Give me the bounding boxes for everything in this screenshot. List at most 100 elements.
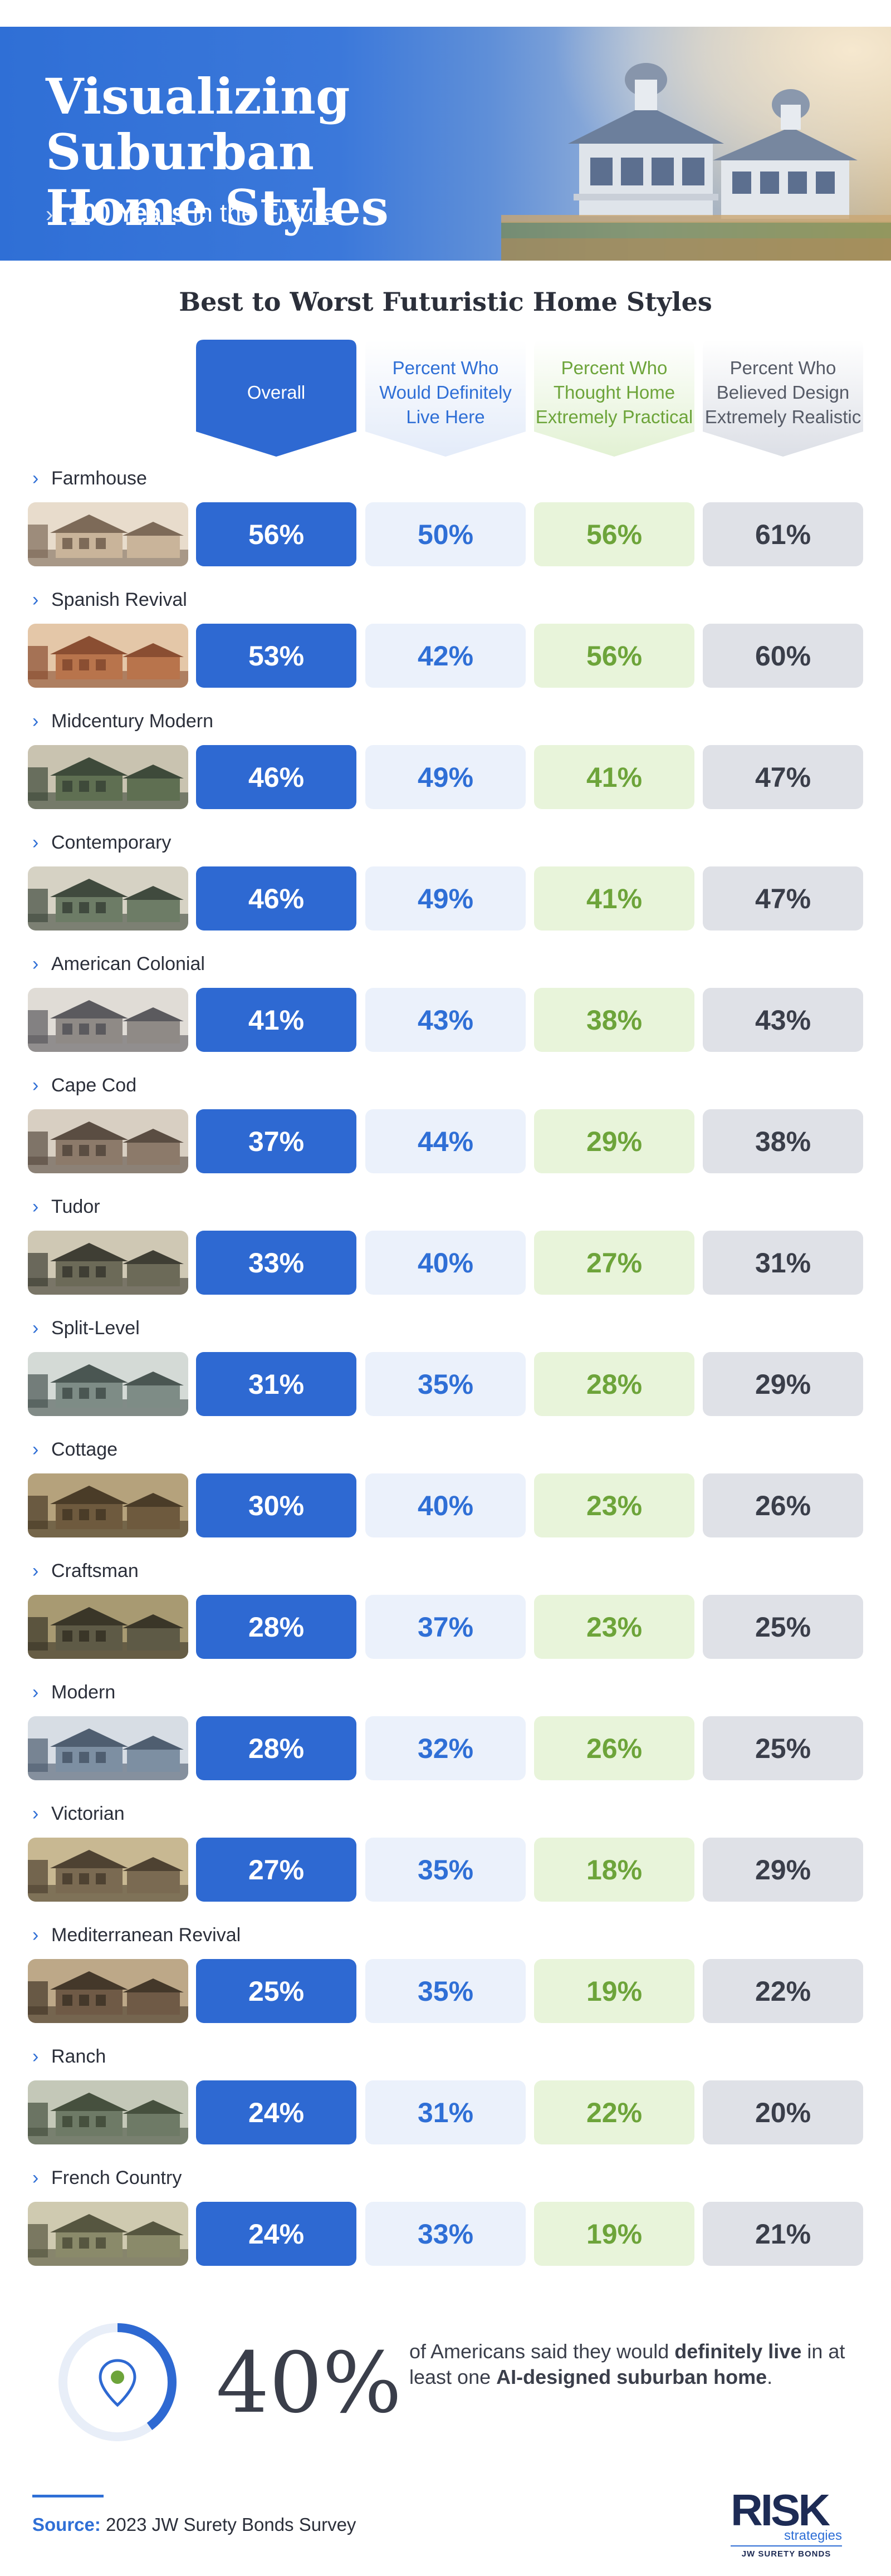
source-text: 2023 JW Surety Bonds Survey — [106, 2514, 356, 2535]
table-row: › Farmhouse 56% 50% 56% 61% — [0, 457, 891, 578]
row-label-text: American Colonial — [51, 953, 205, 974]
table-row: › Spanish Revival 53% 42% 56% 60% — [0, 578, 891, 699]
table-row: › Ranch 24% 31% 22% 20% — [0, 2035, 891, 2156]
live-cell: 49% — [365, 866, 526, 931]
table-row: › Cape Cod 37% 44% 29% 38% — [0, 1064, 891, 1185]
title-line-2: Home Styles — [46, 179, 389, 237]
row-label-text: Midcentury Modern — [51, 711, 214, 732]
row-label: › Midcentury Modern — [32, 711, 213, 732]
practical-cell: 27% — [534, 1231, 694, 1295]
row-label-text: Tudor — [51, 1196, 100, 1217]
live-cell: 32% — [365, 1716, 526, 1780]
row-label: › Farmhouse — [32, 468, 147, 489]
column-header-shape — [196, 340, 356, 457]
house-thumbnail — [28, 1838, 188, 1902]
logo-subtitle: JW SURETY BONDS — [741, 2549, 831, 2559]
row-label-text: Craftsman — [51, 1560, 139, 1581]
chevron-right-icon: › — [32, 1439, 39, 1460]
row-label: › Mediterranean Revival — [32, 1924, 241, 1946]
house-thumbnail — [28, 502, 188, 566]
table-row: › Victorian 27% 35% 18% 29% — [0, 1792, 891, 1913]
house-thumbnail — [28, 1352, 188, 1416]
chart-title: Best to Worst Futuristic Home Styles — [179, 287, 712, 317]
row-label: › Contemporary — [32, 832, 171, 854]
realistic-cell: 25% — [703, 1595, 863, 1659]
chevron-right-icon: › — [32, 1196, 39, 1217]
practical-cell: 19% — [534, 1959, 694, 2023]
overall-cell: 24% — [196, 2202, 356, 2266]
row-label: › Ranch — [32, 2046, 106, 2068]
house-thumbnail — [28, 745, 188, 809]
overall-cell: 33% — [196, 1231, 356, 1295]
stat-text-mid: in at least one — [409, 2340, 845, 2388]
stat-text-bold-1: definitely live — [674, 2340, 802, 2363]
source-divider — [32, 2495, 104, 2497]
row-label: › Victorian — [32, 1803, 125, 1825]
chevron-right-icon: › — [32, 589, 39, 610]
column-header-shape — [534, 340, 694, 457]
row-label-text: Mediterranean Revival — [51, 1924, 241, 1946]
overall-cell: 41% — [196, 988, 356, 1052]
column-header-shape — [365, 340, 526, 457]
live-cell: 44% — [365, 1109, 526, 1173]
hero-banner: Visualizing Suburban Home Styles › 100 Ye… — [0, 27, 891, 261]
chevron-right-icon: › — [32, 1682, 39, 1703]
chevron-right-icon: › — [32, 832, 39, 853]
realistic-cell: 21% — [703, 2202, 863, 2266]
realistic-cell: 38% — [703, 1109, 863, 1173]
row-label: › Modern — [32, 1682, 115, 1703]
overall-cell: 24% — [196, 2080, 356, 2144]
logo-strategies: strategies — [784, 2528, 842, 2543]
stat-text-end: . — [767, 2366, 773, 2388]
row-label: › Craftsman — [32, 1560, 139, 1582]
chevron-right-icon: › — [32, 2046, 39, 2067]
row-label: › Cape Cod — [32, 1075, 136, 1096]
house-thumbnail — [28, 1959, 188, 2023]
live-cell: 50% — [365, 502, 526, 566]
row-label: › American Colonial — [32, 953, 205, 975]
chevron-right-icon: › — [46, 202, 53, 227]
house-thumbnail — [28, 2202, 188, 2266]
row-label-text: Cape Cod — [51, 1075, 137, 1096]
brand-logo: RISK strategies JW SURETY BONDS — [731, 2488, 848, 2560]
overall-cell: 53% — [196, 624, 356, 688]
row-label-text: French Country — [51, 2167, 182, 2188]
house-thumbnail — [28, 1231, 188, 1295]
table-row: › French Country 24% 33% 19% 21% — [0, 2156, 891, 2278]
practical-cell: 28% — [534, 1352, 694, 1416]
realistic-cell: 43% — [703, 988, 863, 1052]
overall-cell: 31% — [196, 1352, 356, 1416]
stat-description: of Americans said they would definitely … — [409, 2339, 855, 2390]
overall-cell: 46% — [196, 745, 356, 809]
overall-cell: 30% — [196, 1473, 356, 1537]
live-cell: 40% — [365, 1473, 526, 1537]
live-cell: 35% — [365, 1838, 526, 1902]
chevron-right-icon: › — [32, 1075, 39, 1096]
row-label: › Split-Level — [32, 1318, 140, 1339]
practical-cell: 56% — [534, 502, 694, 566]
practical-cell: 18% — [534, 1838, 694, 1902]
row-label-text: Farmhouse — [51, 468, 147, 489]
live-cell: 33% — [365, 2202, 526, 2266]
page-title: Visualizing Suburban Home Styles — [46, 68, 547, 236]
realistic-cell: 47% — [703, 745, 863, 809]
overall-cell: 46% — [196, 866, 356, 931]
realistic-cell: 61% — [703, 502, 863, 566]
column-header-live: Percent Who Would Definitely Live Here — [365, 340, 526, 457]
row-label: › Cottage — [32, 1439, 118, 1461]
column-header-label: Percent Who Would Definitely Live Here — [379, 357, 512, 427]
chevron-right-icon: › — [32, 1560, 39, 1581]
column-header-realistic: Percent Who Believed Design Extremely Re… — [703, 340, 863, 457]
chevron-right-icon: › — [32, 711, 39, 732]
chevron-right-icon: › — [32, 1803, 39, 1824]
house-thumbnail — [28, 2080, 188, 2144]
stat-ring — [58, 2323, 177, 2441]
live-cell: 35% — [365, 1352, 526, 1416]
realistic-cell: 20% — [703, 2080, 863, 2144]
table-row: › Craftsman 28% 37% 23% 25% — [0, 1549, 891, 1671]
practical-cell: 22% — [534, 2080, 694, 2144]
row-label-text: Cottage — [51, 1439, 118, 1460]
house-thumbnail — [28, 866, 188, 931]
live-cell: 40% — [365, 1231, 526, 1295]
stat-text-bold-2: AI-designed suburban home — [496, 2366, 767, 2388]
